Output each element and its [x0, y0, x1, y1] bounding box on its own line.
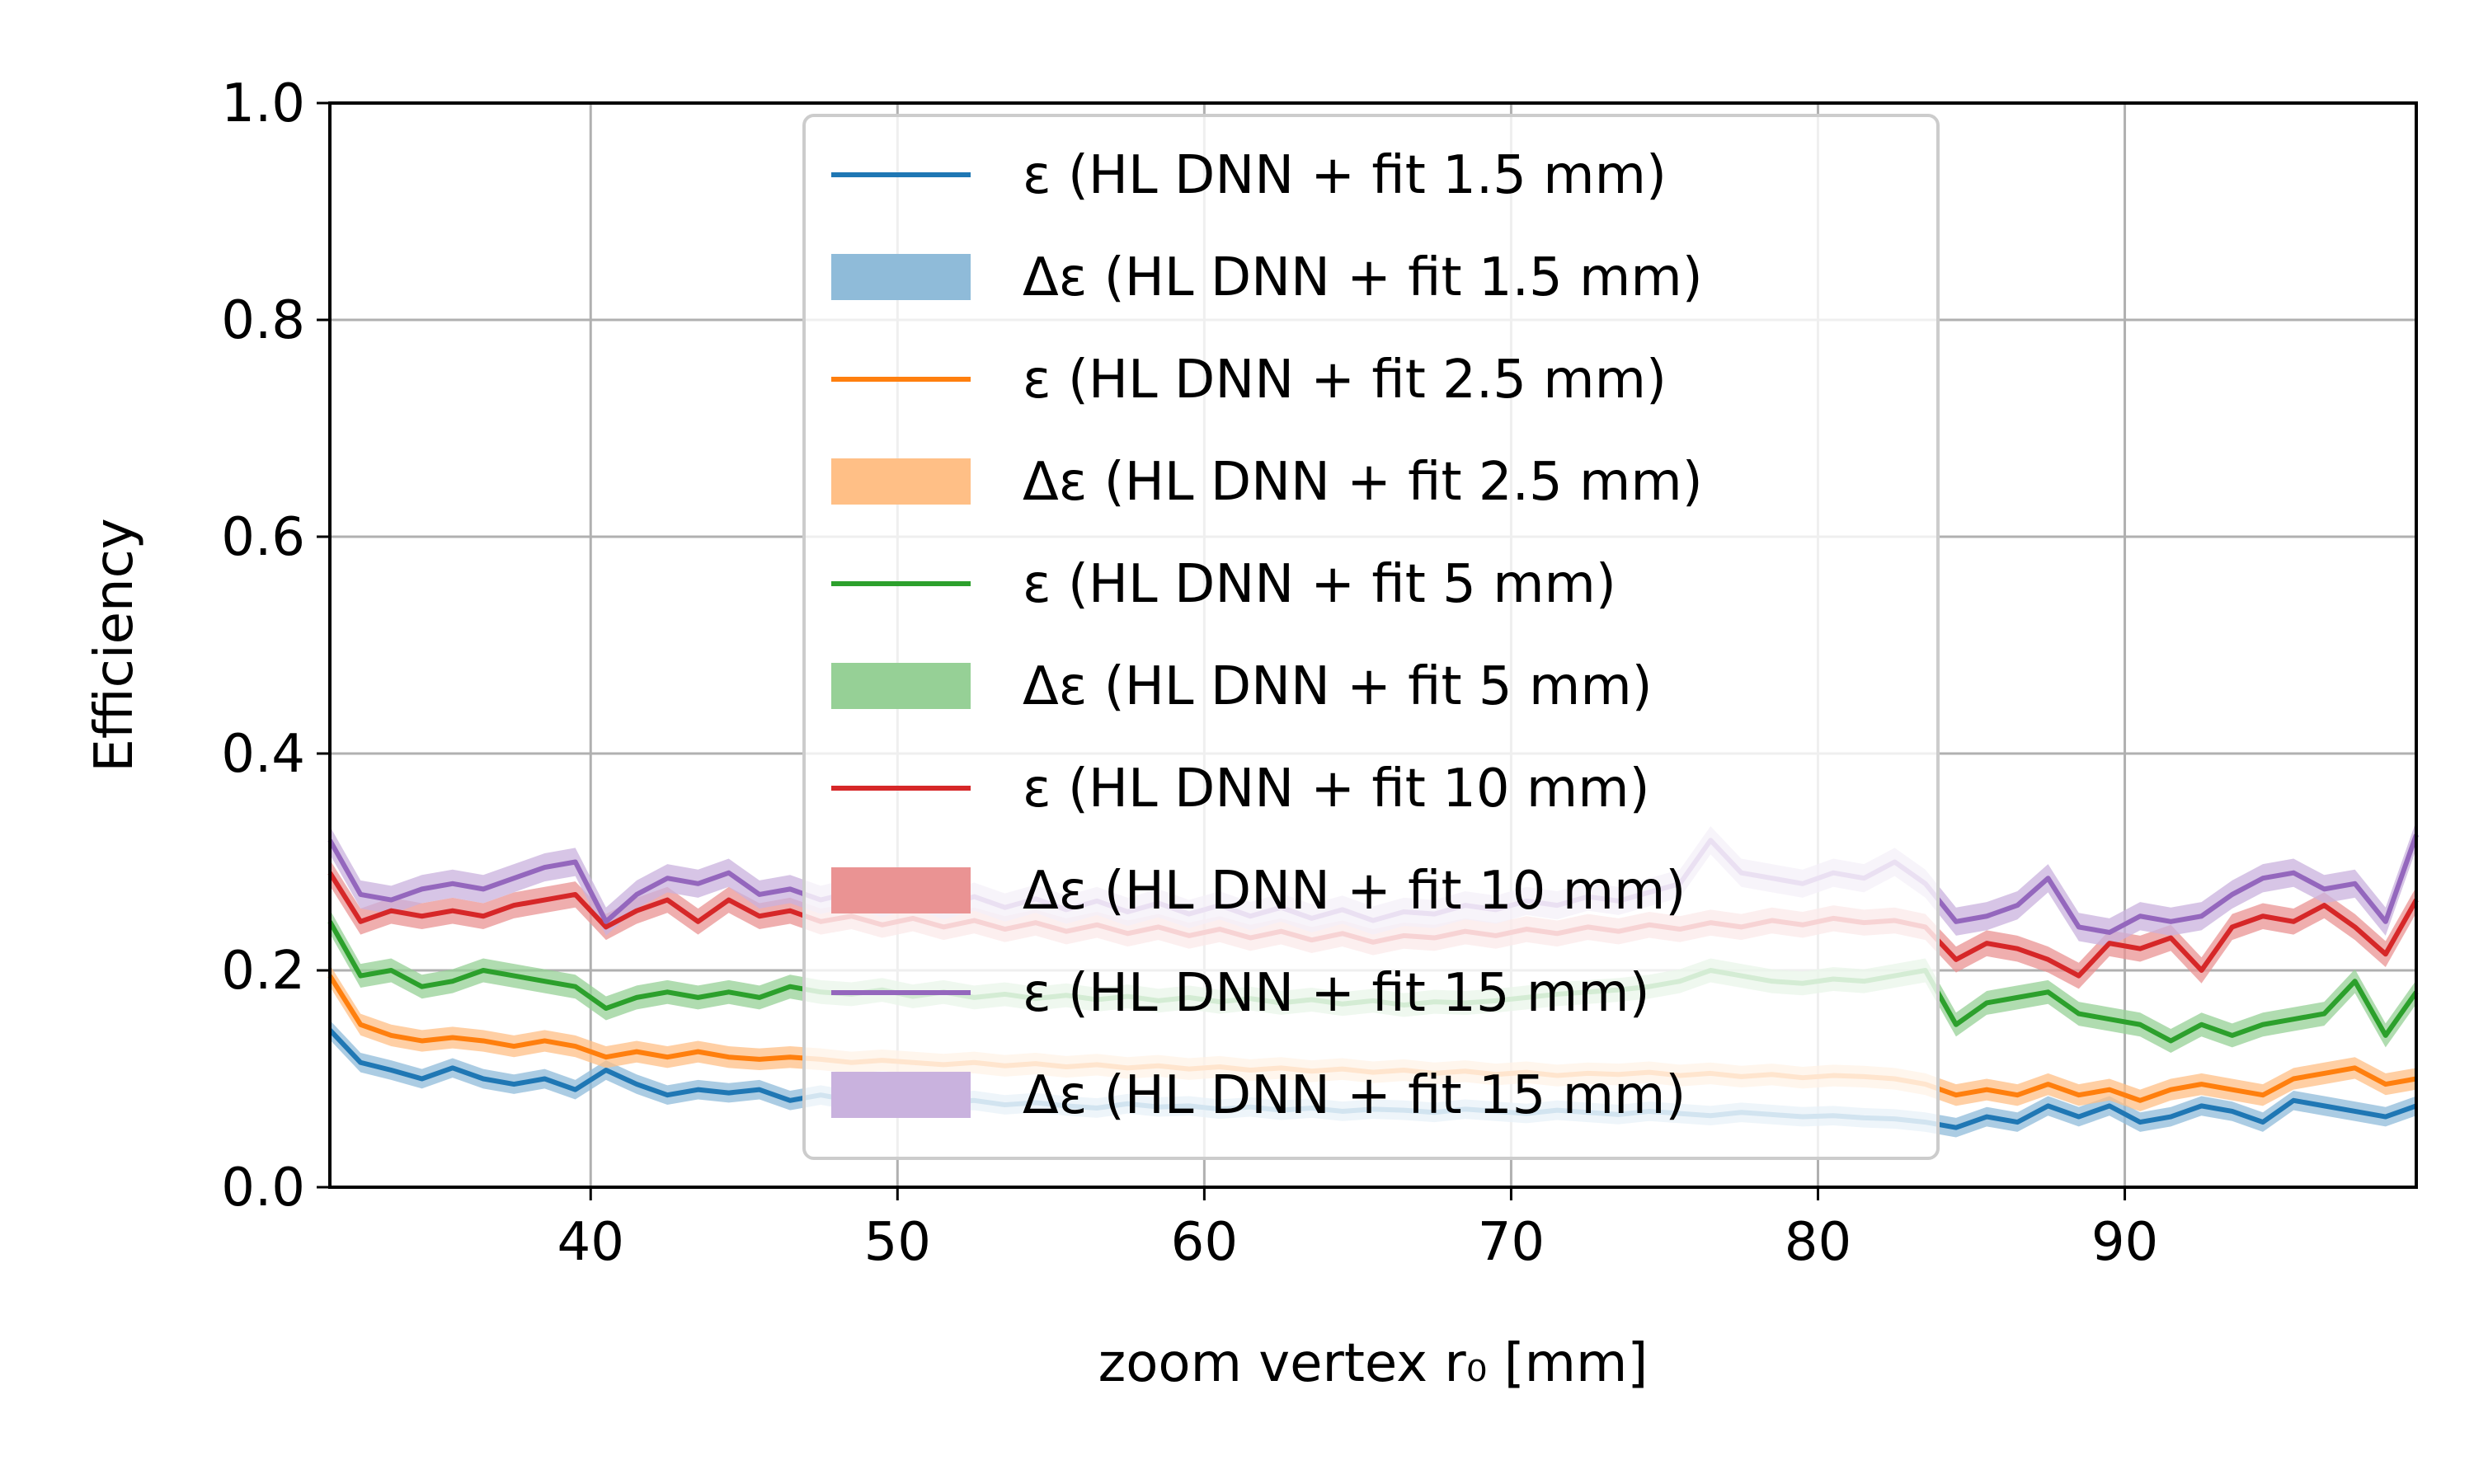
x-tick-label-2: 60: [1171, 1212, 1238, 1273]
x-axis-ticks: 40 50 60 70 80 90: [557, 1187, 2158, 1273]
plot-frame: [328, 101, 2418, 1189]
y-axis-ticks: 0.0 0.2 0.4 0.6 0.8 1.0: [221, 73, 330, 1219]
legend-line-label-0: ε (HL DNN + fit 1.5 mm): [1023, 145, 1667, 206]
legend-line-label-1: ε (HL DNN + fit 2.5 mm): [1023, 350, 1667, 411]
legend-band-swatch-2: [831, 663, 971, 709]
legend-band-label-3: Δε (HL DNN + fit 10 mm): [1023, 861, 1686, 922]
x-tick-label-4: 80: [1785, 1212, 1851, 1273]
x-tick-label-1: 50: [864, 1212, 931, 1273]
y-tick-label-5: 1.0: [221, 73, 305, 134]
y-tick-label-2: 0.4: [221, 724, 305, 785]
legend-band-label-2: Δε (HL DNN + fit 5 mm): [1023, 656, 1653, 717]
legend-band-swatch-1: [831, 458, 971, 505]
y-tick-label-0: 0.0: [221, 1158, 305, 1219]
y-tick-label-3: 0.6: [221, 507, 305, 568]
x-axis-label: zoom vertex r₀ [mm]: [1098, 1333, 1649, 1394]
legend-band-label-4: Δε (HL DNN + fit 15 mm): [1023, 1065, 1686, 1126]
y-tick-label-1: 0.2: [221, 941, 305, 1002]
legend-line-label-3: ε (HL DNN + fit 10 mm): [1023, 758, 1650, 819]
band-series-2: [330, 909, 2416, 1053]
x-tick-label-5: 90: [2091, 1212, 2158, 1273]
legend-band-swatch-3: [831, 867, 971, 913]
legend-band-label-0: Δε (HL DNN + fit 1.5 mm): [1023, 247, 1703, 308]
y-axis-label: Efficiency: [84, 518, 145, 772]
legend-band-label-1: Δε (HL DNN + fit 2.5 mm): [1023, 452, 1703, 513]
legend-band-swatch-4: [831, 1072, 971, 1118]
legend-band-swatch-0: [831, 254, 971, 300]
legend-box: [802, 114, 1940, 1160]
legend: ε (HL DNN + fit 1.5 mm) Δε (HL DNN + fit …: [802, 114, 1940, 1160]
x-tick-label-3: 70: [1478, 1212, 1545, 1273]
y-tick-label-4: 0.8: [221, 290, 305, 351]
legend-line-label-4: ε (HL DNN + fit 15 mm): [1023, 963, 1650, 1024]
legend-line-label-2: ε (HL DNN + fit 5 mm): [1023, 554, 1616, 615]
x-tick-label-0: 40: [557, 1212, 624, 1273]
